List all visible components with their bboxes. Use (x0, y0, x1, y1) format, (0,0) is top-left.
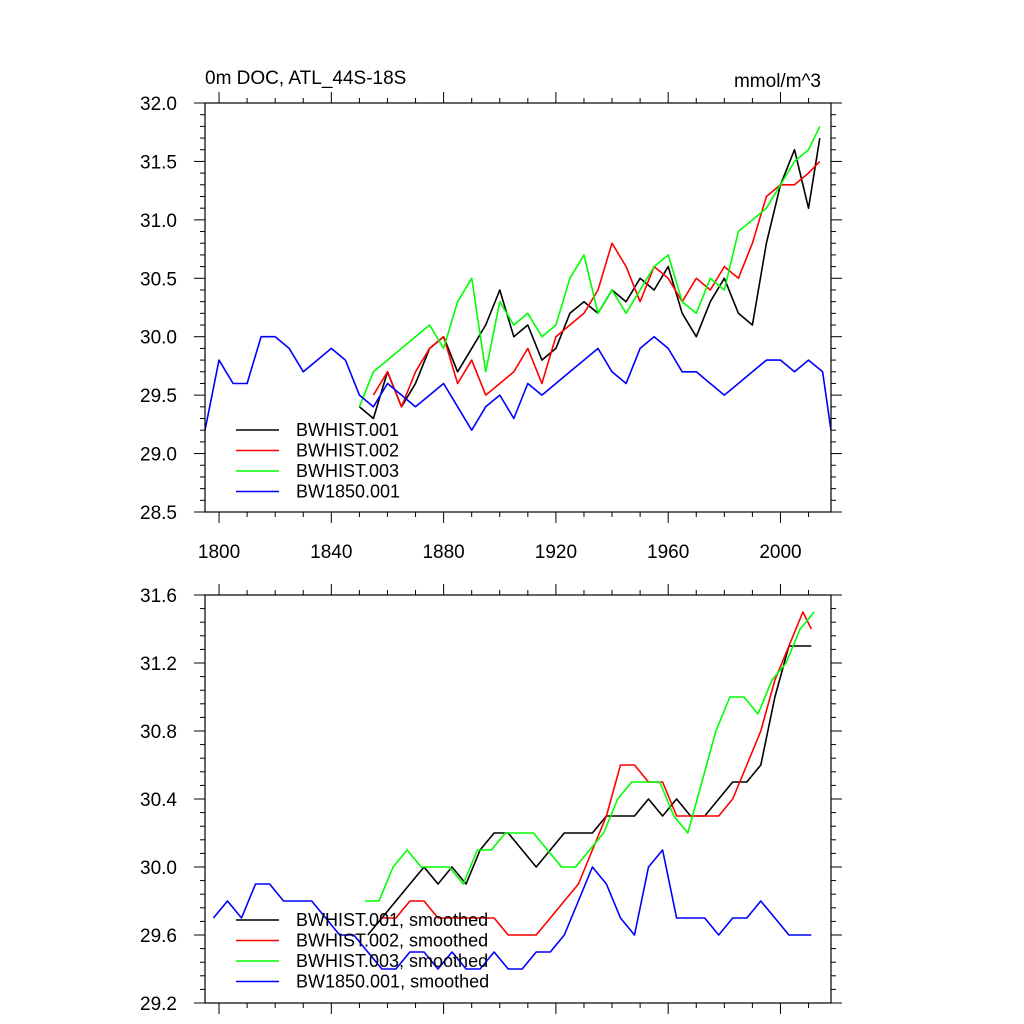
series-line-2 (381, 611, 813, 936)
top-chart-units: mmol/m^3 (734, 71, 821, 92)
y-tick-label: 30.4 (140, 790, 177, 811)
y-tick-label: 31.2 (140, 654, 177, 675)
plot-frame (204, 102, 832, 513)
legend-label: BWHIST.002, smoothed (296, 931, 488, 951)
y-tick-label: 30.0 (140, 328, 177, 349)
legend-label: BWHIST.001 (296, 420, 399, 440)
legend-label: BWHIST.001, smoothed (296, 910, 488, 930)
y-tick-label: 29.0 (140, 445, 177, 466)
x-tick-label: 1840 (310, 542, 352, 563)
y-tick-label: 29.5 (140, 386, 177, 407)
y-tick-label: 30.8 (140, 722, 177, 743)
x-tick-label: 1800 (198, 542, 240, 563)
x-tick-label: 1920 (535, 542, 577, 563)
x-tick-label: 1960 (647, 542, 689, 563)
series-line-3 (358, 126, 821, 408)
series-line-4 (205, 335, 831, 432)
y-tick-label: 28.5 (140, 503, 177, 524)
top-chart-title: 0m DOC, ATL_44S-18S (205, 68, 406, 89)
y-tick-label: 30.5 (140, 269, 177, 290)
legend-label: BWHIST.003 (296, 461, 399, 481)
y-tick-label: 31.5 (140, 152, 177, 173)
x-tick-label: 1880 (422, 542, 464, 563)
legend-label: BW1850.001, smoothed (296, 972, 489, 992)
legend-label: BW1850.001 (296, 482, 400, 502)
y-tick-label: 31.0 (140, 211, 177, 232)
series-line-2 (372, 160, 821, 408)
y-tick-label: 31.6 (140, 586, 177, 607)
y-tick-label: 29.2 (140, 994, 177, 1015)
bottom-panel: 29.2 29.6 30.0 30.4 30.8 31.2 31.6 BWHIST.001, … (140, 584, 842, 1015)
top-panel: 0m DOC, ATL_44S-18S mmol/m^3 1800 1840 188… (140, 68, 842, 563)
legend-label: BWHIST.003, smoothed (296, 951, 488, 971)
legend-label: BWHIST.002 (296, 441, 399, 461)
y-tick-label: 32.0 (140, 94, 177, 115)
series-line-3 (365, 611, 815, 902)
series-line-1 (367, 645, 812, 936)
y-tick-label: 29.6 (140, 926, 177, 947)
y-tick-label: 30.0 (140, 858, 177, 879)
x-tick-label: 2000 (759, 542, 801, 563)
series-line-4 (212, 849, 812, 970)
